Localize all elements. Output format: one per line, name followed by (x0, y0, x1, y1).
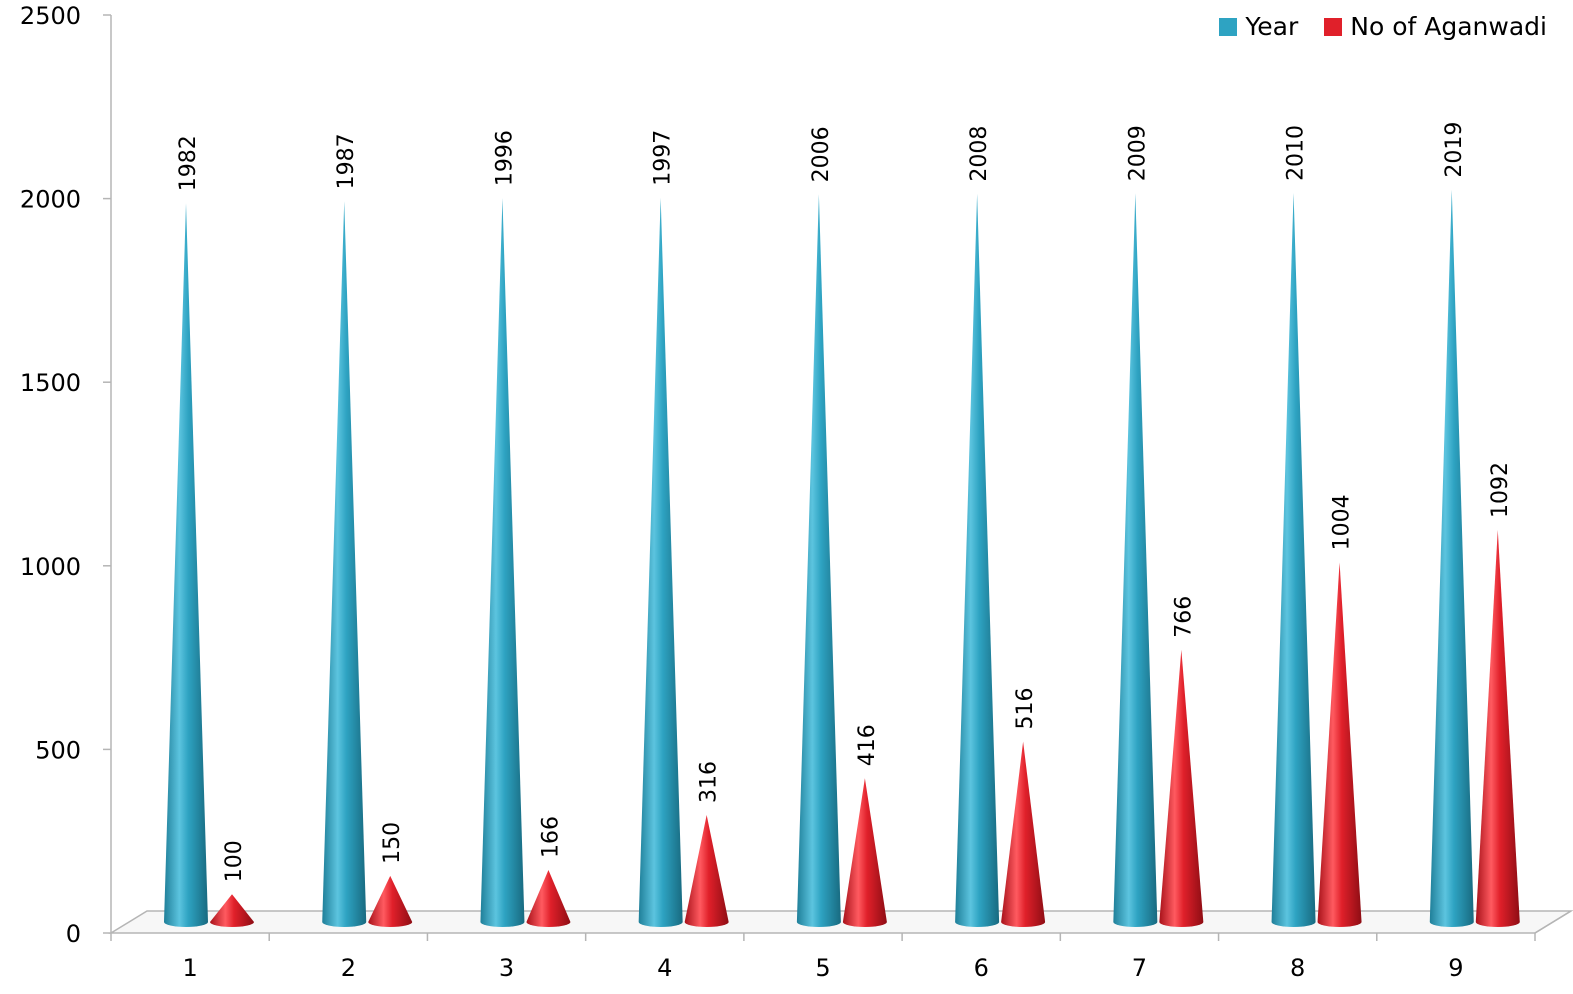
data-label-aganwadi: 516 (1013, 688, 1038, 730)
data-label-year: 2008 (967, 126, 992, 182)
x-tick-label: 4 (657, 954, 672, 982)
chart-data-labels: 1982 100 1987 150 1996 166 1997 316 2006 416 2008 5… (176, 122, 1513, 883)
cone-year (164, 203, 208, 927)
cone-year (480, 198, 525, 928)
legend-label-aganwadi: No of Aganwadi (1350, 12, 1547, 41)
data-label-aganwadi: 316 (697, 761, 722, 803)
y-tick-label: 500 (35, 736, 81, 764)
x-tick-label: 9 (1448, 954, 1463, 982)
cone-aganwadi (1317, 562, 1362, 928)
x-tick-label: 8 (1290, 954, 1305, 982)
data-label-year: 2019 (1442, 122, 1467, 178)
data-label-year: 2010 (1284, 125, 1309, 181)
cone-year (1113, 193, 1158, 928)
data-label-year: 1982 (176, 135, 201, 191)
data-label-year: 2006 (809, 126, 834, 182)
legend-label-year: Year (1245, 12, 1299, 41)
x-tick-label: 6 (974, 954, 989, 982)
floor-edge (1534, 910, 1572, 934)
cone-aganwadi (368, 875, 413, 928)
cone-year (638, 197, 683, 928)
data-label-aganwadi: 766 (1171, 596, 1196, 638)
cone-aganwadi (210, 894, 254, 927)
data-label-aganwadi: 150 (380, 822, 405, 864)
data-label-aganwadi: 100 (222, 840, 247, 882)
y-tick-label: 1500 (20, 369, 81, 397)
y-tick-label: 1000 (20, 553, 81, 581)
y-tick-label: 2500 (20, 2, 81, 30)
cone-year (955, 193, 1000, 928)
x-tick-label: 2 (341, 954, 356, 982)
legend-swatch-aganwadi (1324, 17, 1343, 36)
data-label-aganwadi: 166 (538, 816, 563, 858)
cone-aganwadi (684, 814, 729, 928)
data-label-year: 1996 (492, 130, 517, 186)
data-label-year: 1987 (334, 133, 359, 189)
x-tick-label: 7 (1132, 954, 1147, 982)
chart-marks (164, 189, 1520, 928)
data-label-year: 1997 (651, 130, 676, 186)
x-tick-label: 5 (815, 954, 830, 982)
legend-item-aganwadi: No of Aganwadi (1324, 12, 1547, 41)
data-label-year: 2009 (1125, 125, 1150, 181)
cone-aganwadi (1475, 530, 1520, 928)
cone-aganwadi (1001, 741, 1046, 928)
cone-year (1271, 192, 1316, 928)
legend-swatch-year (1219, 17, 1238, 36)
legend-item-year: Year (1219, 12, 1298, 41)
chart-legend: Year No of Aganwadi (1219, 12, 1547, 41)
cone-aganwadi (842, 778, 887, 928)
cone-aganwadi (526, 870, 571, 928)
data-label-aganwadi: 1092 (1488, 462, 1513, 518)
data-label-aganwadi: 416 (855, 724, 880, 766)
cone-year (322, 201, 367, 928)
y-tick-label: 2000 (20, 186, 81, 214)
x-tick-label: 3 (499, 954, 514, 982)
x-tick-label: 1 (182, 954, 197, 982)
cone-year (1429, 189, 1474, 928)
cone-aganwadi (1159, 649, 1204, 928)
y-tick-label: 0 (66, 920, 81, 948)
data-label-aganwadi: 1004 (1330, 494, 1355, 550)
cone-year (796, 194, 841, 928)
chart-axes: 0 500 1000 1500 2000 2500 1 2 3 4 5 6 7 8 9 (20, 2, 1572, 982)
